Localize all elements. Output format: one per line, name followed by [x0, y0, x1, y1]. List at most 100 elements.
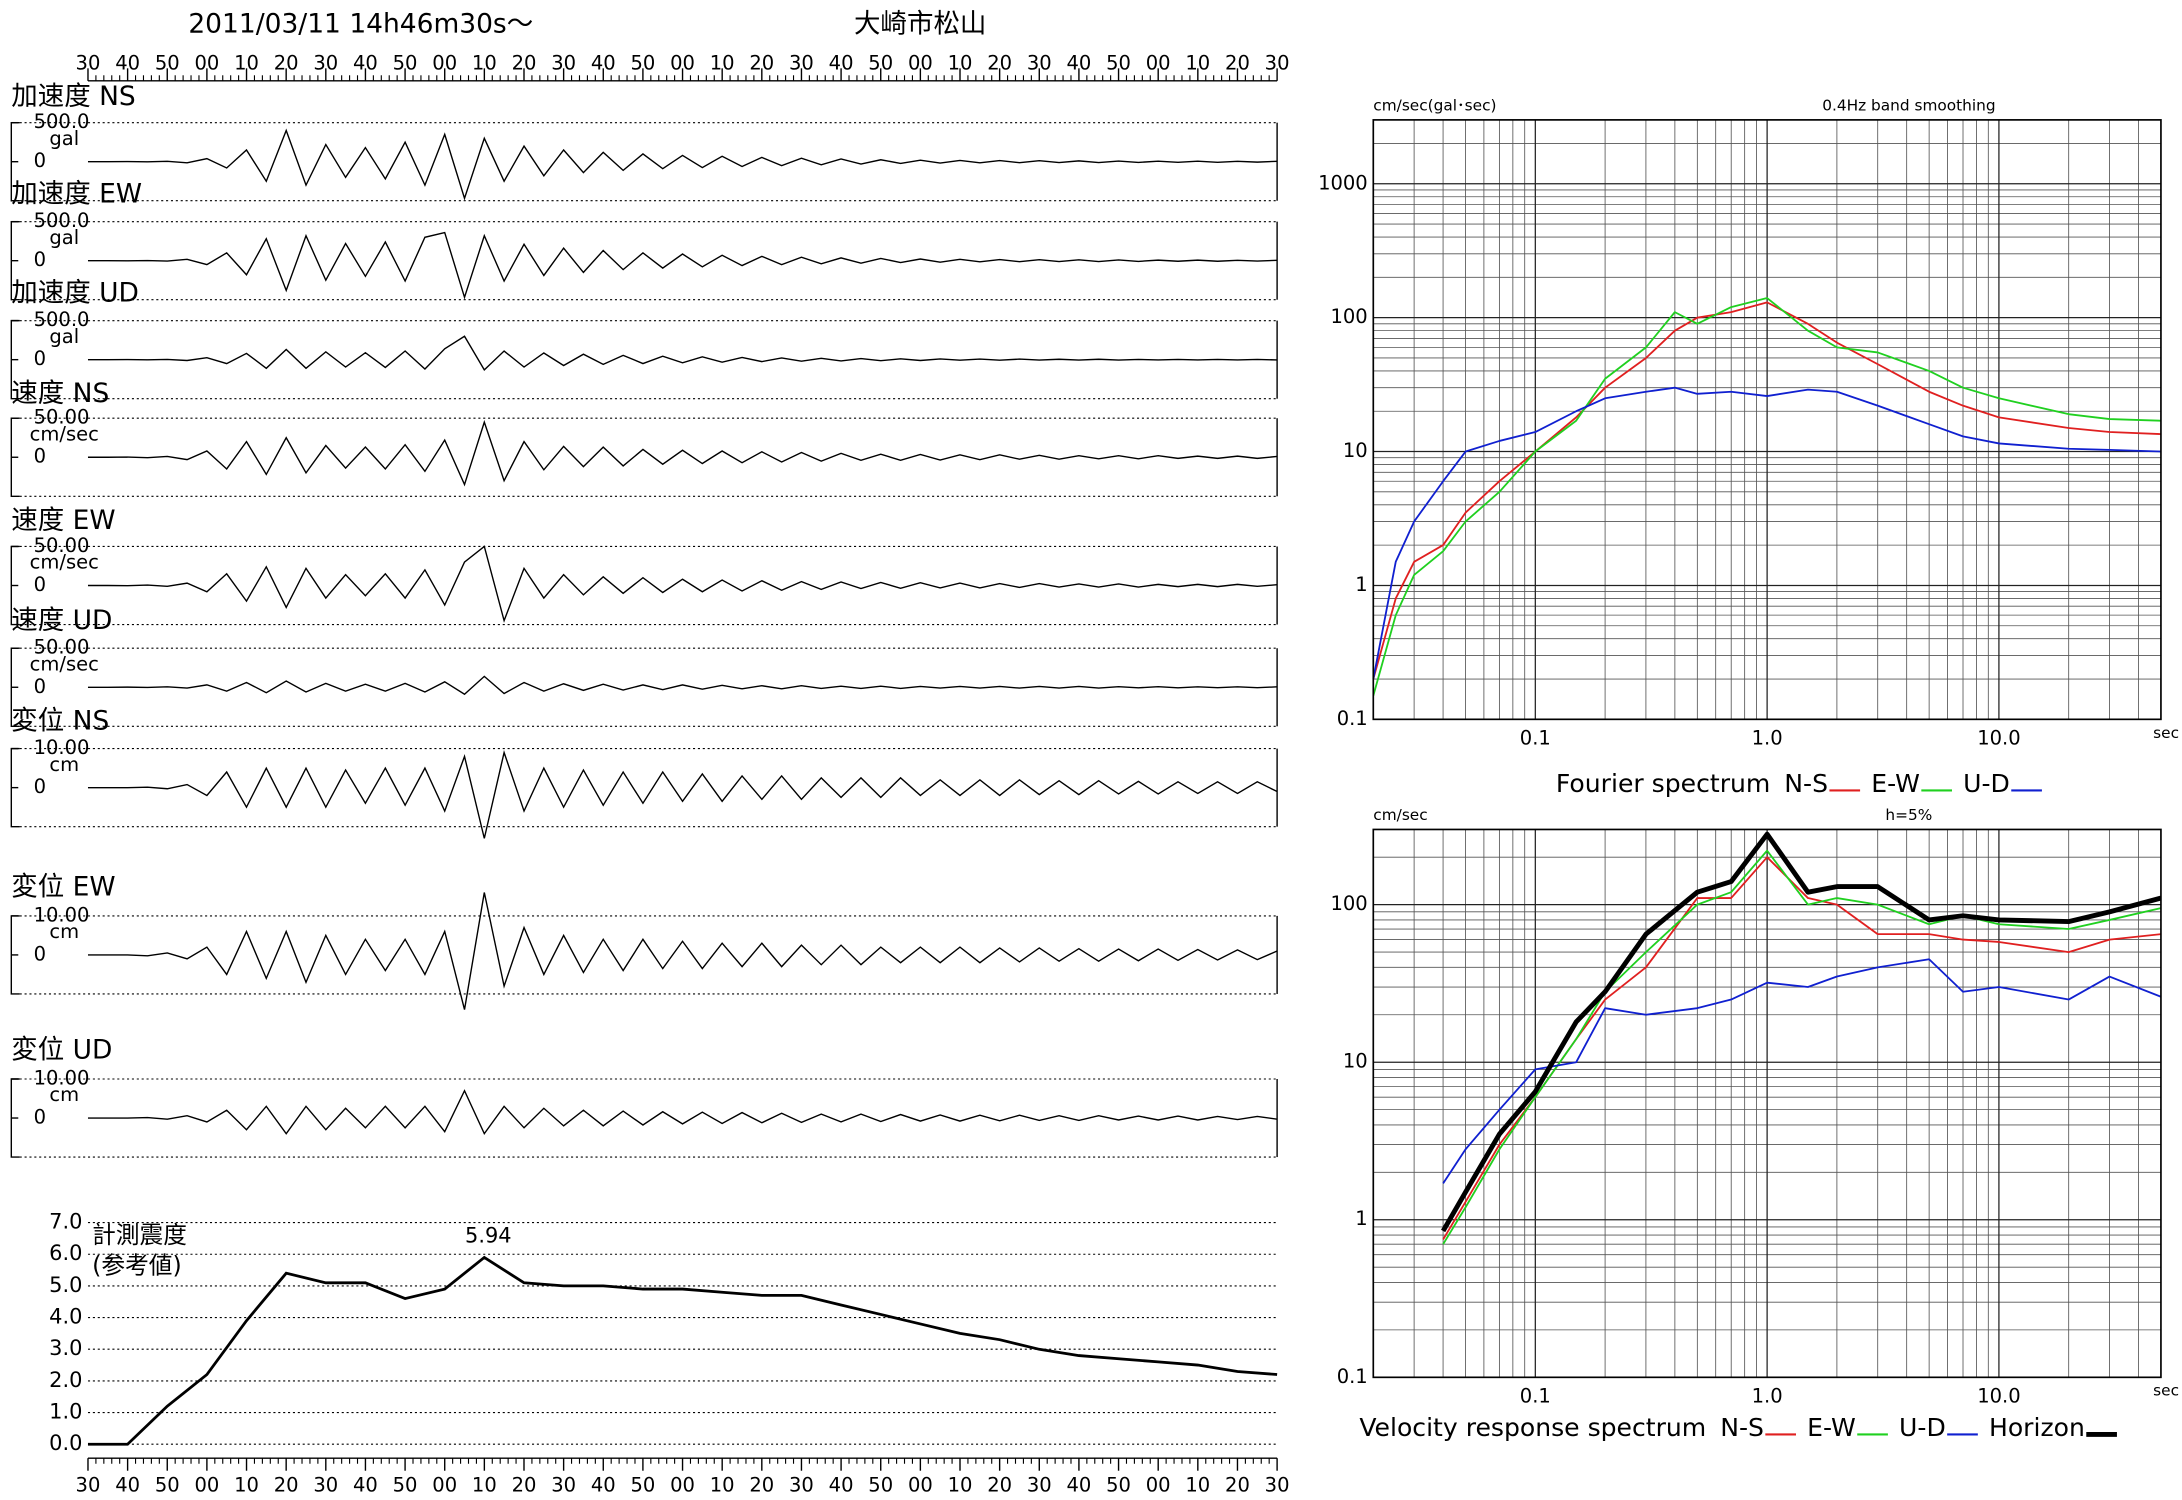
chart-title: 0.4Hz band smoothing — [1822, 96, 1995, 114]
spectrum-line — [1442, 849, 2162, 1245]
unit-label: cm/sec — [30, 652, 99, 675]
y-tick-label: 10.00 — [34, 1066, 90, 1089]
time-tick-label: 20 — [512, 1474, 537, 1497]
time-tick-label: 40 — [829, 1474, 854, 1497]
y-tick-label: 0 — [34, 445, 46, 468]
y-axis-label: cm/sec — [1373, 806, 1427, 824]
time-tick-label: 30 — [313, 52, 338, 75]
time-tick-label: 20 — [274, 1474, 299, 1497]
unit-label: cm/sec — [30, 551, 99, 574]
y-tick-label: 50.00 — [34, 636, 90, 659]
time-tick-label: 10 — [472, 52, 497, 75]
intensity-line — [87, 1255, 1278, 1446]
waveform-trace — [87, 419, 1278, 487]
time-tick-label: 20 — [749, 52, 774, 75]
unit-label: gal — [49, 325, 79, 348]
y-tick-label: 10 — [1343, 439, 1368, 462]
x-tick-label: 1.0 — [1752, 726, 1783, 749]
time-tick-label: 30 — [551, 52, 576, 75]
unit-label: cm/sec — [30, 422, 99, 445]
time-tick-label: 30 — [313, 1474, 338, 1497]
y-tick-label: 500.0 — [34, 209, 90, 232]
time-tick-label: 40 — [591, 52, 616, 75]
y-tick-label: 7.0 — [49, 1210, 82, 1234]
y-tick-label: 0 — [34, 775, 46, 798]
x-tick-label: 10.0 — [1977, 726, 2020, 749]
y-tick-label: 1 — [1355, 1207, 1367, 1230]
legend-title: Fourier spectrum — [1556, 769, 1770, 798]
time-tick-label: 00 — [670, 1474, 695, 1497]
time-tick-label: 40 — [829, 52, 854, 75]
time-tick-label: 30 — [76, 52, 101, 75]
time-tick-label: 40 — [591, 1474, 616, 1497]
waveform-trace — [87, 128, 1278, 201]
panel-title: 速度 EW — [11, 505, 115, 536]
y-tick-label: 0 — [34, 675, 46, 698]
time-tick-label: 10 — [1185, 52, 1210, 75]
time-tick-label: 00 — [432, 52, 457, 75]
unit-label: gal — [49, 226, 79, 249]
time-tick-label: 50 — [1106, 1474, 1131, 1497]
spectrum-line — [1441, 831, 2162, 1233]
legend-title: Velocity response spectrum — [1359, 1413, 1706, 1442]
time-tick-label: 30 — [789, 52, 814, 75]
unit-label: cm — [49, 920, 79, 943]
y-tick-label: 500.0 — [34, 110, 90, 133]
y-tick-label: 0 — [34, 347, 46, 370]
y-tick-label: 6.0 — [49, 1241, 82, 1265]
time-tick-label: 10 — [234, 1474, 259, 1497]
time-tick-label: 50 — [393, 52, 418, 75]
waveform-trace — [87, 335, 1278, 371]
legend-label: Horizon — [1989, 1413, 2085, 1442]
y-tick-label: 50.00 — [34, 406, 90, 429]
x-tick-label: 1.0 — [1752, 1384, 1783, 1407]
time-tick-label: 30 — [551, 1474, 576, 1497]
time-tick-label: 40 — [115, 52, 140, 75]
legend-label: N-S — [1720, 1413, 1764, 1442]
waveform-trace — [87, 545, 1278, 623]
time-tick-label: 50 — [155, 1474, 180, 1497]
time-tick-label: 20 — [987, 1474, 1012, 1497]
y-tick-label: 0 — [34, 1106, 46, 1129]
y-tick-label: 3.0 — [49, 1336, 82, 1360]
y-tick-label: 1000 — [1318, 171, 1368, 194]
peak-label: 5.94 — [465, 1224, 512, 1248]
time-tick-label: 20 — [512, 52, 537, 75]
time-tick-label: 00 — [908, 52, 933, 75]
waveform-trace — [87, 231, 1278, 300]
x-axis-label: sec — [2153, 724, 2179, 742]
waveform-trace — [87, 749, 1278, 839]
waveform-trace — [87, 1089, 1278, 1136]
time-tick-label: 10 — [472, 1474, 497, 1497]
time-tick-label: 30 — [1027, 1474, 1052, 1497]
time-tick-label: 20 — [749, 1474, 774, 1497]
time-tick-label: 10 — [948, 1474, 973, 1497]
time-tick-label: 50 — [868, 52, 893, 75]
waveform-trace — [87, 892, 1278, 1010]
time-tick-label: 40 — [1067, 1474, 1092, 1497]
chart-title: 計測震度 — [92, 1221, 187, 1249]
panel-title: 加速度 EW — [11, 179, 142, 210]
x-axis-label: sec — [2153, 1382, 2179, 1400]
time-tick-label: 40 — [353, 1474, 378, 1497]
y-tick-label: 100 — [1330, 892, 1367, 915]
time-tick-label: 00 — [1146, 52, 1171, 75]
time-tick-label: 50 — [630, 52, 655, 75]
panel-title: 変位 EW — [11, 872, 115, 903]
plot-frame — [1372, 119, 2162, 721]
time-tick-label: 00 — [194, 1474, 219, 1497]
spectrum-line — [1372, 297, 2161, 697]
y-tick-label: 0.1 — [1337, 707, 1368, 730]
chart-subtitle: (参考値) — [92, 1252, 182, 1280]
time-tick-label: 50 — [155, 52, 180, 75]
unit-label: cm — [49, 1083, 79, 1106]
time-tick-label: 20 — [987, 52, 1012, 75]
time-tick-label: 20 — [274, 52, 299, 75]
y-tick-label: 500.0 — [34, 308, 90, 331]
legend-label: E-W — [1871, 769, 1920, 798]
station-name: 大崎市松山 — [854, 9, 986, 40]
y-tick-label: 4.0 — [49, 1305, 82, 1329]
y-tick-label: 0 — [34, 149, 46, 172]
panel-title: 速度 NS — [11, 378, 109, 409]
